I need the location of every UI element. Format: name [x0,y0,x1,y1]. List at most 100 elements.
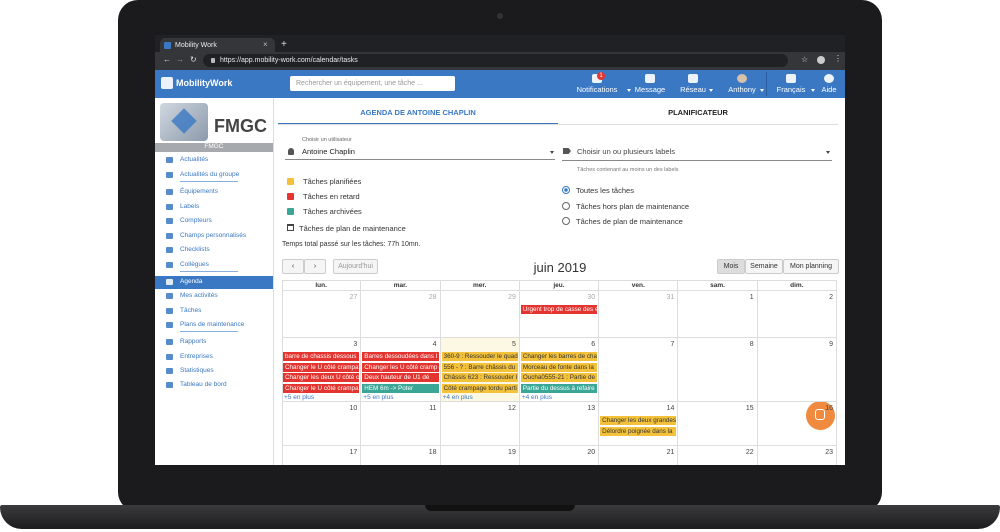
checkbox[interactable] [287,178,294,185]
calendar-event[interactable]: Changer les barres de cha [520,352,598,361]
sidebar-item[interactable]: Actualités du groupe [180,171,240,178]
tab[interactable]: AGENDA DE ANTOINE CHAPLIN [360,108,476,117]
labels-select[interactable]: Choisir un ou plusieurs labels [577,147,675,156]
day-cell[interactable] [282,446,362,465]
bookmark-star[interactable]: ☆ [801,55,809,64]
url-field[interactable] [203,54,788,67]
day-cell[interactable] [440,402,520,446]
calendar-event[interactable]: Changer les deux U côté c [283,373,360,382]
day-cell[interactable] [282,291,362,338]
more-link[interactable]: +5 en plus [284,394,315,401]
sidebar-item[interactable]: Mes activités [180,292,218,299]
nav-label[interactable]: Français [776,85,806,94]
menu-button[interactable]: ⋮ [834,54,842,63]
back-button[interactable]: ← [163,55,171,64]
day-cell[interactable] [678,291,758,338]
day-cell[interactable] [599,446,679,465]
sidebar-item[interactable]: Plans de maintenance [180,321,245,328]
nav-label[interactable]: Réseau [680,85,706,94]
checkbox[interactable] [287,193,294,200]
browser-tab[interactable] [160,38,275,52]
search-box[interactable] [290,76,455,91]
day-cell[interactable] [282,402,362,446]
brand[interactable]: MobilityWork [176,78,233,88]
sidebar-item[interactable]: Labels [180,203,200,210]
prev-button[interactable]: ‹ [282,259,304,274]
forward-button[interactable]: → [176,55,184,64]
sidebar-item[interactable]: Tableau de bord [180,381,227,388]
calendar-event[interactable]: Châssis 623 : Ressouder l [441,373,518,382]
new-tab[interactable]: + [281,39,287,50]
sidebar-item[interactable]: Statistiques [180,367,214,374]
tab-close[interactable]: × [263,40,268,49]
tab[interactable]: PLANIFICATEUR [668,108,728,117]
day-cell[interactable] [361,446,441,465]
view-button[interactable]: Mon planning [783,259,839,274]
radio[interactable] [562,186,570,194]
calendar-event[interactable]: Deux hauteur de U1 dé [362,373,439,382]
profile-icon[interactable] [817,56,825,64]
calendar-event[interactable]: barre de chassis dessous [283,352,360,361]
day-cell[interactable] [757,291,837,338]
day-cell[interactable] [599,402,679,446]
day-cell[interactable] [678,446,758,465]
day-cell[interactable] [440,291,520,338]
calendar-event[interactable]: Changer les U côté cramp [362,362,439,372]
sidebar-item[interactable]: Checklists [180,246,210,253]
calendar-event[interactable]: Changer le U côté crampa [283,383,360,393]
more-link[interactable]: +5 en plus [363,394,394,401]
radio[interactable] [562,217,570,225]
day-cell[interactable] [361,338,441,402]
chat-button[interactable] [806,401,835,430]
day-cell[interactable] [678,402,758,446]
sidebar-item[interactable]: Collègues [180,261,209,268]
more-link[interactable]: +4 en plus [521,394,553,401]
next-button[interactable]: › [304,259,326,274]
nav-label[interactable]: Message [634,85,666,94]
calendar-event[interactable]: Partie du dessus à refaire [520,383,598,393]
radio[interactable] [562,201,570,210]
nav-icon[interactable] [786,74,796,83]
nav-label[interactable]: Notifications [576,85,618,94]
calendar-event[interactable]: Délordre poignée dans la [600,426,677,436]
calendar-event[interactable]: Urgent trop de casse des é [520,305,598,314]
sidebar-item[interactable]: Champs personnalisés [180,232,247,239]
nav-icon[interactable] [824,74,834,83]
day-cell[interactable] [361,291,441,338]
sidebar-item[interactable]: Rapports [180,338,207,345]
view-button[interactable]: Mois [717,259,745,274]
nav-icon[interactable] [688,74,698,83]
day-cell[interactable] [519,402,600,446]
calendar-event[interactable]: Côté crampage tordu parti [441,383,518,393]
sidebar-item[interactable]: Équipements [180,188,218,195]
plan-toggle[interactable]: Tâches de plan de maintenance [299,224,406,233]
calendar-event[interactable]: Barres dessoudées dans l [362,352,439,361]
calendar-event[interactable]: HEM 6m -> Poter [362,383,439,393]
day-cell[interactable] [757,402,837,446]
more-link[interactable]: +4 en plus [442,394,473,401]
day-cell[interactable] [282,338,362,402]
sidebar-item[interactable]: Actualités [180,156,209,163]
day-cell[interactable] [441,446,520,465]
view-button[interactable]: Semaine [745,259,783,274]
user-select[interactable]: Antoine Chaplin [302,147,355,156]
day-cell[interactable] [678,338,758,402]
calendar-event[interactable]: Oucha0555-21 : Partie de [520,373,598,382]
checkbox[interactable] [287,208,294,215]
day-cell[interactable] [757,338,837,402]
nav-label[interactable]: Aide [821,85,837,94]
calendar-event[interactable]: Morceau de fonte dans la [520,362,598,372]
day-cell[interactable] [520,446,600,465]
day-cell[interactable] [599,291,679,338]
day-cell[interactable] [361,402,441,446]
calendar-event[interactable]: 360-9 : Ressouder le quad [441,352,518,361]
day-cell[interactable] [758,446,837,465]
calendar-event[interactable]: 556 - ? : Barre châssis du [441,362,518,372]
day-cell[interactable] [519,291,600,338]
sidebar-item[interactable]: Compteurs [180,217,212,224]
nav-label[interactable]: Anthony [728,85,756,94]
sidebar-item[interactable]: Agenda [180,278,203,285]
nav-icon[interactable] [645,74,655,83]
sidebar-item[interactable]: Entreprises [180,353,213,360]
sidebar-item[interactable]: Tâches [180,307,202,314]
